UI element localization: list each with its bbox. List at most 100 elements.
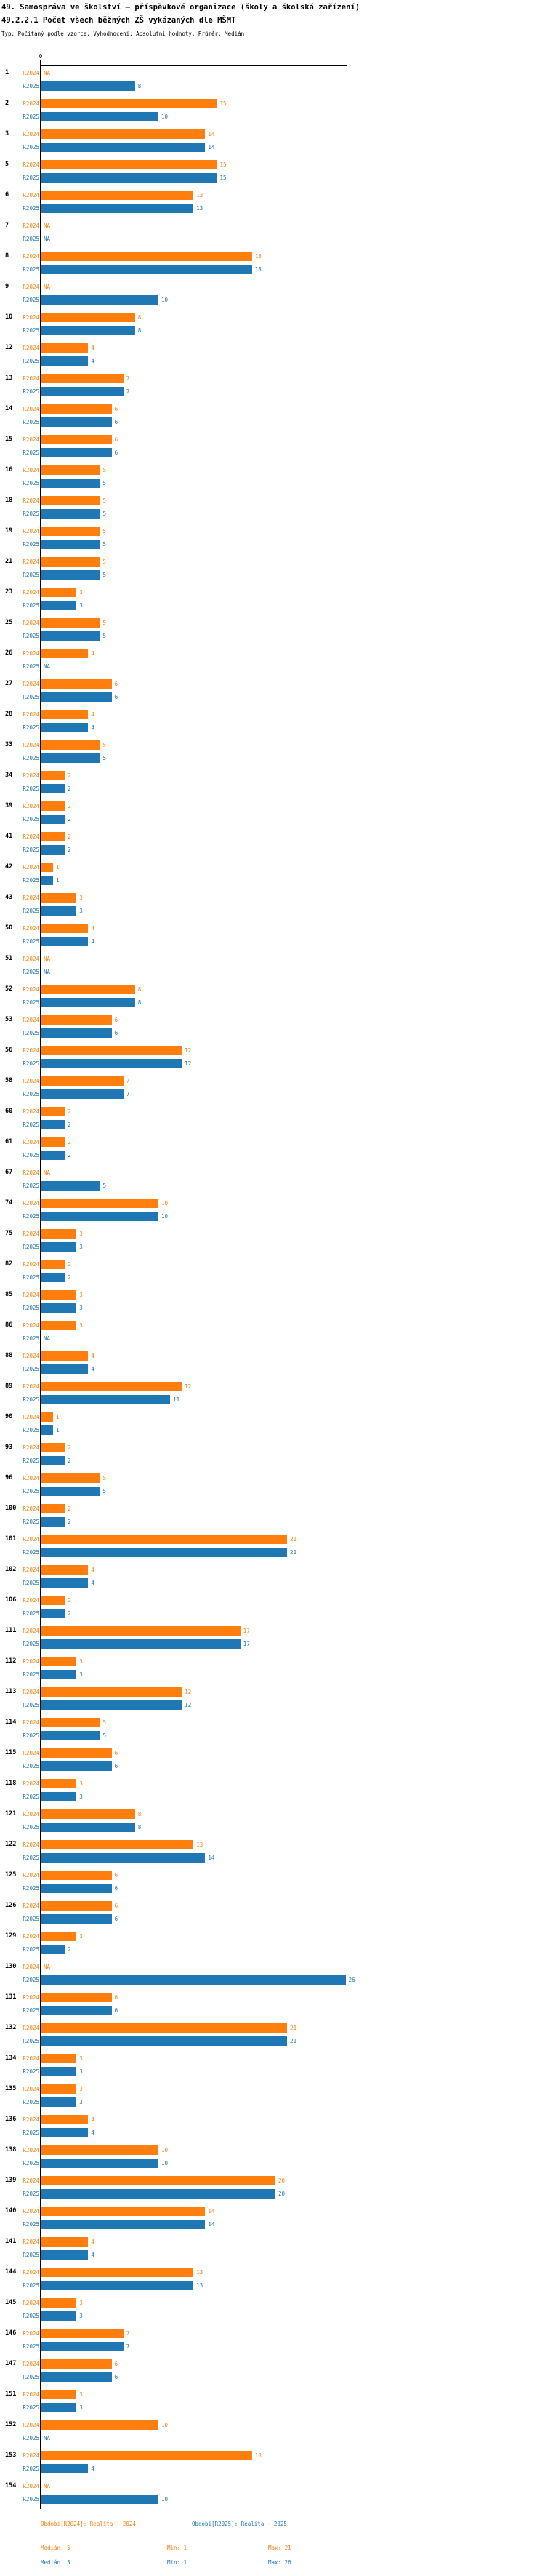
bar-value-r2024: 14 — [208, 2208, 215, 2215]
x-axis-zero-label: 0 — [39, 53, 43, 60]
stat-median-r2024: Medián: 5 — [41, 2545, 70, 2551]
bar-r2025 — [41, 998, 135, 1007]
series-label-r2024: R2024 — [23, 253, 39, 260]
series-label-r2025: R2025 — [23, 205, 39, 212]
bar-value-r2025: 6 — [114, 2007, 118, 2014]
row-number: 122 — [5, 1841, 17, 1848]
row-group: 58 R2024 7 R2025 7 — [0, 1076, 545, 1107]
series-label-r2024: R2024 — [23, 2391, 39, 2398]
bar-value-r2024: 3 — [79, 2391, 83, 2398]
row-number: 1 — [5, 69, 9, 76]
bar-r2025 — [41, 204, 194, 213]
series-label-r2025: R2025 — [23, 1213, 39, 1220]
row-number: 134 — [5, 2055, 17, 2062]
bar-r2025 — [41, 1273, 65, 1282]
bar-r2025 — [41, 81, 135, 91]
series-label-r2025: R2025 — [23, 2007, 39, 2014]
bar-r2024 — [41, 2023, 288, 2033]
bar-r2024 — [41, 1779, 77, 1788]
bar-value-r2025: 6 — [114, 1763, 118, 1769]
series-label-r2025: R2025 — [23, 1793, 39, 1800]
bar-r2024 — [41, 2115, 89, 2124]
series-label-r2025: R2025 — [23, 1030, 39, 1036]
series-label-r2024: R2024 — [23, 833, 39, 840]
na-label-r2024: NA — [44, 2483, 51, 2489]
bar-value-r2025: 26 — [348, 1977, 355, 1983]
bar-value-r2025: 3 — [79, 1671, 83, 1678]
bar-r2024 — [41, 2054, 77, 2063]
bar-r2025 — [41, 1700, 182, 1710]
bar-value-r2024: 7 — [126, 2330, 130, 2337]
row-number: 113 — [5, 1688, 17, 1695]
series-label-r2025: R2025 — [23, 572, 39, 578]
row-number: 53 — [5, 1016, 13, 1023]
series-label-r2025: R2025 — [23, 847, 39, 853]
bar-r2025 — [41, 2159, 158, 2168]
bar-r2024 — [41, 1199, 158, 1208]
bar-value-r2025: 13 — [196, 2282, 203, 2289]
bar-r2025 — [41, 2097, 77, 2107]
bar-r2024 — [41, 1535, 288, 1544]
bar-r2025 — [41, 387, 124, 396]
bar-r2024 — [41, 1809, 135, 1819]
na-label-r2024: NA — [44, 223, 51, 229]
row-number: 23 — [5, 588, 13, 596]
series-label-r2025: R2025 — [23, 1366, 39, 1372]
y-axis-line — [40, 60, 41, 2509]
row-number: 67 — [5, 1169, 13, 1176]
row-number: 131 — [5, 1993, 17, 2001]
bar-value-r2025: 6 — [114, 1885, 118, 1892]
bar-r2025 — [41, 723, 89, 732]
bar-value-r2024: 3 — [79, 1780, 83, 1787]
row-number: 42 — [5, 863, 13, 871]
series-label-r2024: R2024 — [23, 1292, 39, 1298]
na-label-r2024: NA — [44, 1169, 51, 1176]
bar-r2024 — [41, 1382, 182, 1391]
bar-r2024 — [41, 496, 100, 505]
bar-r2025 — [41, 2311, 77, 2321]
series-label-r2024: R2024 — [23, 2147, 39, 2153]
series-label-r2024: R2024 — [23, 1872, 39, 1879]
row-number: 125 — [5, 1871, 17, 1879]
row-group: 53 R2024 6 R2025 6 — [0, 1015, 545, 1046]
bar-r2024 — [41, 649, 89, 658]
series-label-r2025: R2025 — [23, 2282, 39, 2289]
row-number: 58 — [5, 1077, 13, 1084]
bar-r2025 — [41, 1181, 100, 1191]
row-number: 10 — [5, 313, 13, 321]
row-number: 15 — [5, 436, 13, 443]
bar-value-r2024: 18 — [254, 253, 262, 260]
series-label-r2024: R2024 — [23, 1200, 39, 1207]
bar-r2025 — [41, 1548, 288, 1557]
bar-value-r2025: 3 — [79, 1244, 83, 1250]
bar-r2024 — [41, 1076, 124, 1086]
bar-value-r2025: 6 — [114, 449, 118, 456]
bar-r2025 — [41, 1823, 135, 1832]
bar-r2024 — [41, 863, 54, 872]
bar-r2024 — [41, 1473, 100, 1483]
row-group: 152 R2024 10 R2025 NA — [0, 2420, 545, 2451]
row-group: 153 R2024 18 R2025 4 — [0, 2451, 545, 2481]
row-number: 28 — [5, 711, 13, 718]
bar-value-r2024: 13 — [196, 2269, 203, 2276]
bar-value-r2024: 4 — [91, 1567, 94, 1573]
row-number: 56 — [5, 1047, 13, 1054]
row-group: 86 R2024 3 R2025 NA — [0, 1321, 545, 1351]
row-number: 121 — [5, 1810, 17, 1817]
bar-value-r2025: 18 — [254, 266, 262, 273]
series-label-r2025: R2025 — [23, 358, 39, 364]
bar-r2025 — [41, 1639, 241, 1649]
bar-value-r2024: 2 — [68, 1139, 71, 1145]
series-label-r2024: R2024 — [23, 711, 39, 718]
bar-value-r2025: 15 — [219, 175, 227, 181]
row-number: 93 — [5, 1444, 13, 1451]
bar-value-r2024: 3 — [79, 2300, 83, 2306]
bar-r2025 — [41, 1853, 206, 1863]
bar-r2024 — [41, 2207, 206, 2216]
bar-value-r2025: 10 — [161, 1213, 169, 1220]
series-label-r2024: R2024 — [23, 375, 39, 382]
row-number: 141 — [5, 2238, 17, 2245]
bar-r2024 — [41, 1290, 77, 1300]
bar-r2024 — [41, 893, 77, 903]
bar-r2025 — [41, 2067, 77, 2076]
